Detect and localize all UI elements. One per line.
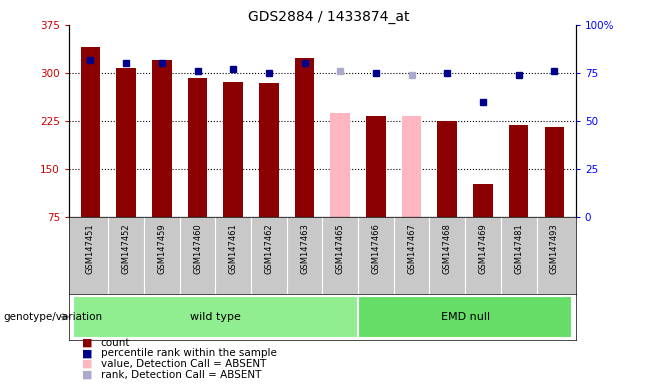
Bar	[295, 58, 315, 217]
Text: wild type: wild type	[190, 312, 241, 322]
Text: GSM147469: GSM147469	[478, 223, 488, 274]
Text: GSM147452: GSM147452	[122, 223, 131, 274]
Text: GDS2884 / 1433874_at: GDS2884 / 1433874_at	[248, 10, 410, 23]
Text: GSM147462: GSM147462	[265, 223, 274, 274]
Text: GSM147459: GSM147459	[157, 223, 166, 274]
Text: value, Detection Call = ABSENT: value, Detection Call = ABSENT	[101, 359, 266, 369]
Bar	[438, 121, 457, 217]
Text: GSM147481: GSM147481	[514, 223, 523, 274]
Text: ■: ■	[82, 348, 93, 358]
Text: GSM147465: GSM147465	[336, 223, 345, 274]
Text: genotype/variation: genotype/variation	[3, 312, 103, 322]
Bar	[224, 82, 243, 217]
Bar	[259, 83, 279, 217]
Bar	[509, 125, 528, 217]
Bar	[330, 113, 350, 217]
Bar	[473, 184, 493, 217]
Text: EMD null: EMD null	[441, 312, 490, 322]
Bar	[545, 127, 564, 217]
Bar	[358, 296, 572, 338]
Bar	[81, 47, 100, 217]
Bar	[152, 60, 172, 217]
Text: GSM147463: GSM147463	[300, 223, 309, 274]
Text: ■: ■	[82, 338, 93, 348]
Text: GSM147461: GSM147461	[229, 223, 238, 274]
Text: percentile rank within the sample: percentile rank within the sample	[101, 348, 276, 358]
Text: GSM147466: GSM147466	[371, 223, 380, 274]
Bar	[366, 116, 386, 217]
Bar	[188, 78, 207, 217]
Text: ■: ■	[82, 370, 93, 380]
Text: ■: ■	[82, 359, 93, 369]
Text: GSM147468: GSM147468	[443, 223, 452, 274]
Bar	[72, 296, 358, 338]
Text: GSM147467: GSM147467	[407, 223, 416, 274]
Text: GSM147451: GSM147451	[86, 223, 95, 274]
Bar	[402, 116, 421, 217]
Text: rank, Detection Call = ABSENT: rank, Detection Call = ABSENT	[101, 370, 261, 380]
Text: GSM147493: GSM147493	[550, 223, 559, 274]
Text: count: count	[101, 338, 130, 348]
Bar	[116, 68, 136, 217]
Text: GSM147460: GSM147460	[193, 223, 202, 274]
